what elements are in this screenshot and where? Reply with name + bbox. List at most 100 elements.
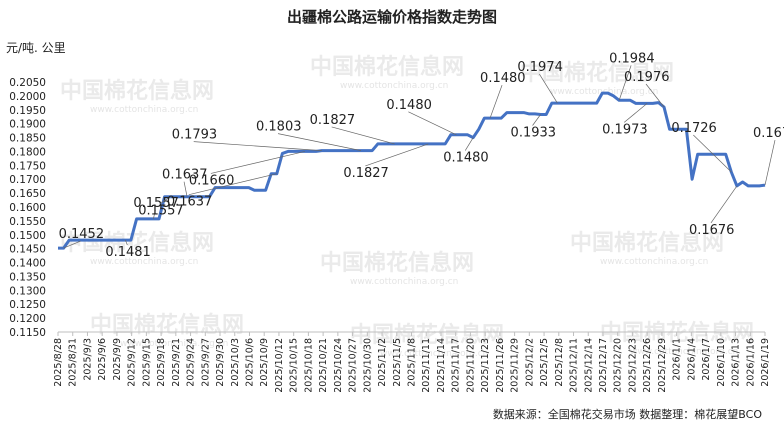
x-tick-label: 2025/10/9 xyxy=(259,338,270,387)
data-label-leader xyxy=(63,240,81,249)
x-tick-label: 2025/12/2 xyxy=(524,338,535,387)
data-label: 0.1452 xyxy=(59,227,105,242)
data-label-leader xyxy=(489,84,503,119)
watermark-url: www.cottonchina.org.cn xyxy=(90,105,198,115)
x-tick-label: 2025/10/21 xyxy=(318,338,329,393)
x-tick-label: 2025/9/21 xyxy=(171,338,182,387)
data-label: 0.1726 xyxy=(671,121,717,136)
y-tick-label: 0.1800 xyxy=(9,146,46,158)
watermark-text: 中国棉花信息网 xyxy=(570,230,724,256)
y-tick-label: 0.1600 xyxy=(9,202,46,214)
x-tick-label: 2025/12/8 xyxy=(554,338,565,387)
x-tick-label: 2025/11/14 xyxy=(436,338,447,393)
x-tick-label: 2025/11/23 xyxy=(480,338,491,393)
watermark-text: 中国棉花信息网 xyxy=(320,250,474,276)
x-tick-label: 2025/11/8 xyxy=(407,338,418,387)
y-tick-label: 0.1350 xyxy=(9,271,46,283)
x-tick-label: 2026/1/7 xyxy=(701,338,712,381)
data-label-leader xyxy=(464,137,474,151)
y-tick-label: 0.1750 xyxy=(9,160,46,172)
watermark-url: www.cottonchina.org.cn xyxy=(350,277,458,287)
data-label: 0.1557 xyxy=(138,204,184,219)
data-label-leader xyxy=(618,65,632,101)
data-label: 0.1827 xyxy=(343,166,389,181)
data-label: 0.1973 xyxy=(602,122,648,137)
x-tick-label: 2025/10/12 xyxy=(274,338,285,393)
x-axis: 2025/8/28 2025/8/31 2025/9/3 2025/9/6 2025/9… xyxy=(53,331,771,393)
data-label: 0.1984 xyxy=(609,51,655,66)
watermark-text: 中国棉花信息网 xyxy=(60,78,214,104)
x-tick-label: 2025/10/6 xyxy=(244,338,255,387)
series-line xyxy=(58,91,766,250)
y-tick-label: 0.1450 xyxy=(9,244,46,256)
x-tick-label: 2025/10/24 xyxy=(333,338,344,393)
watermark-url: www.cottonchina.org.cn xyxy=(380,349,488,359)
watermark-text: 中国棉花信息网 xyxy=(520,60,674,86)
data-label-leader xyxy=(764,139,776,186)
data-label: 0.1827 xyxy=(310,113,356,128)
x-tick-label: 2025/8/31 xyxy=(68,338,79,387)
x-tick-label: 2025/9/24 xyxy=(186,338,197,387)
data-label: 0.1660 xyxy=(189,173,235,188)
data-label-leader xyxy=(183,181,188,197)
watermark-url: www.cottonchina.org.cn xyxy=(340,81,448,91)
x-tick-label: 2025/9/6 xyxy=(97,338,108,381)
y-tick-label: 0.1200 xyxy=(9,313,46,325)
data-label: 0.1480 xyxy=(386,98,432,113)
series-layer xyxy=(58,91,766,250)
y-tick-label: 0.1950 xyxy=(9,105,46,117)
x-tick-label: 2025/12/23 xyxy=(627,338,638,393)
data-label: 0.1637 xyxy=(162,168,208,183)
chart-title: 出疆棉公路运输价格指数走势图 xyxy=(287,8,497,26)
x-tick-label: 2025/11/2 xyxy=(377,338,388,387)
y-tick-label: 0.1700 xyxy=(9,174,46,186)
data-label: 0.1637 xyxy=(167,195,213,210)
data-label-leader xyxy=(623,103,648,123)
x-tick-label: 2025/12/14 xyxy=(583,338,594,393)
x-tick-label: 2025/10/27 xyxy=(348,338,359,393)
y-tick-label: 0.1550 xyxy=(9,216,46,228)
watermark-text: 中国棉花信息网 xyxy=(350,322,504,348)
x-tick-label: 2025/12/5 xyxy=(539,338,550,387)
data-label-leader xyxy=(277,133,362,151)
data-label-leader xyxy=(365,143,429,167)
x-tick-label: 2025/9/15 xyxy=(141,338,152,387)
x-tick-label: 2025/9/12 xyxy=(127,338,138,387)
data-label-leader xyxy=(210,151,305,174)
x-tick-label: 2025/12/29 xyxy=(657,338,668,393)
data-label-leader xyxy=(160,196,171,205)
x-tick-label: 2025/12/17 xyxy=(598,338,609,393)
data-label: 0.1974 xyxy=(517,60,563,75)
data-label-leader xyxy=(331,126,395,145)
x-tick-label: 2026/1/13 xyxy=(731,338,742,387)
data-label: 0.1803 xyxy=(256,120,302,135)
x-tick-label: 2025/12/26 xyxy=(642,338,653,393)
data-label: 0.1557 xyxy=(133,196,179,211)
y-tick-label: 0.1250 xyxy=(9,299,46,311)
x-tick-label: 2026/1/19 xyxy=(760,338,771,387)
x-tick-label: 2025/10/30 xyxy=(362,338,373,393)
y-unit-label: 元/吨. 公里 xyxy=(6,41,66,55)
data-label-leader xyxy=(125,239,128,246)
x-tick-label: 2025/9/3 xyxy=(82,338,93,381)
watermark-text: 中国棉花信息网 xyxy=(310,54,464,80)
x-tick-label: 2025/10/3 xyxy=(230,338,241,387)
data-label: 0.1793 xyxy=(172,128,218,143)
watermark-url: www.cottonchina.org.cn xyxy=(600,257,708,267)
x-tick-label: 2025/9/18 xyxy=(156,338,167,387)
x-tick-label: 2025/12/11 xyxy=(569,338,580,393)
data-label: 0.1976 xyxy=(624,70,670,85)
x-tick-label: 2025/11/5 xyxy=(392,338,403,387)
y-tick-label: 0.1900 xyxy=(9,119,46,131)
x-tick-label: 2026/1/10 xyxy=(716,338,727,387)
x-tick-label: 2025/11/29 xyxy=(510,338,521,393)
data-label: 0.1481 xyxy=(105,245,151,260)
data-labels: 0.14520.14810.15570.15570.16370.16370.16… xyxy=(59,51,784,260)
watermark-text: 中国棉花信息网 xyxy=(60,230,214,256)
y-tick-label: 0.1500 xyxy=(9,230,46,242)
data-label-leader xyxy=(408,111,457,136)
y-tick-label: 0.1850 xyxy=(9,133,46,145)
data-label: 0.1480 xyxy=(480,71,526,86)
